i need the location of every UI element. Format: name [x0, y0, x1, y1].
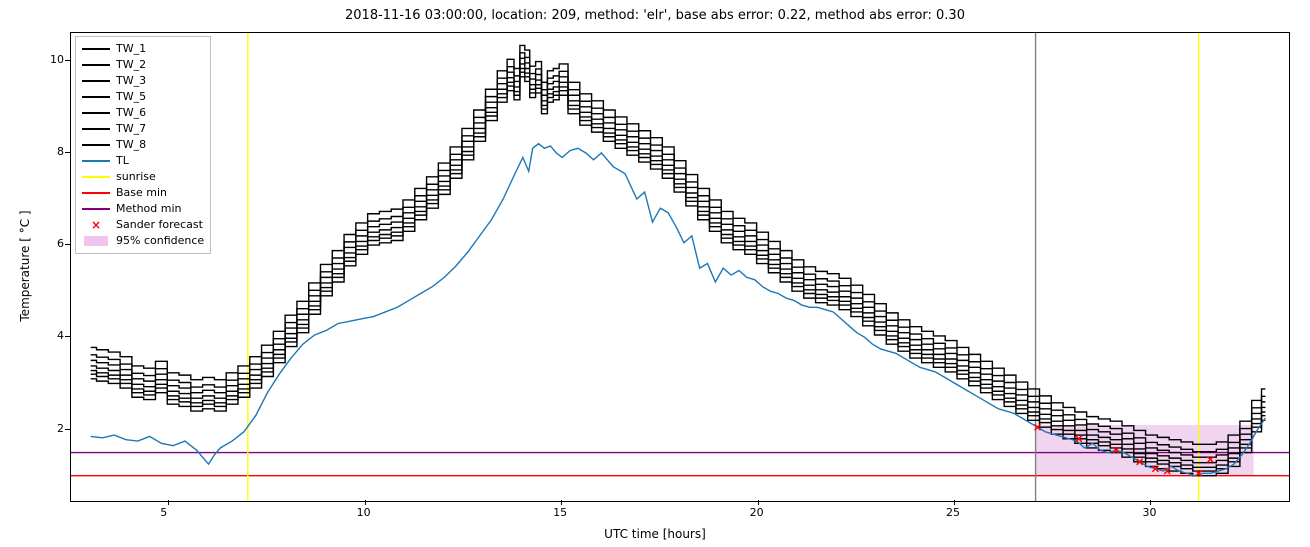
- legend-swatch: [82, 236, 110, 246]
- legend-item: × Sander forecast: [82, 217, 204, 233]
- legend-swatch: [82, 188, 110, 198]
- legend-label: TW_8: [116, 138, 146, 152]
- legend-label: TL: [116, 154, 129, 168]
- legend-item: TW_5: [82, 89, 204, 105]
- legend-swatch: [82, 44, 110, 54]
- legend-swatch: [82, 140, 110, 150]
- legend: TW_1 TW_2 TW_3 TW_5 TW_6 TW_7 TW_8 TL sunrise Bas…: [75, 36, 211, 254]
- series-TW_6: [91, 58, 1266, 457]
- legend-swatch: [82, 204, 110, 214]
- legend-label: TW_6: [116, 106, 146, 120]
- x-tick-label: 10: [357, 506, 371, 519]
- x-tick-label: 20: [750, 506, 764, 519]
- y-tick-label: 10: [42, 53, 64, 66]
- legend-label: TW_5: [116, 90, 146, 104]
- legend-label: TW_1: [116, 42, 146, 56]
- y-axis-label: Temperature [ °C ]: [18, 32, 32, 500]
- chart-title: 2018-11-16 03:00:00, location: 209, meth…: [0, 8, 1310, 23]
- series-TW_1: [91, 77, 1266, 476]
- legend-item: TW_1: [82, 41, 204, 57]
- y-tick: [65, 60, 70, 61]
- legend-swatch: [82, 92, 110, 102]
- series-TW_3: [91, 69, 1266, 468]
- y-tick-label: 2: [42, 422, 64, 435]
- legend-item: TL: [82, 153, 204, 169]
- plot-area: [70, 32, 1290, 502]
- legend-swatch: ×: [82, 220, 110, 230]
- legend-swatch: [82, 76, 110, 86]
- x-tick: [758, 500, 759, 505]
- x-tick-label: 30: [1142, 506, 1156, 519]
- x-axis-label: UTC time [hours]: [0, 527, 1310, 541]
- legend-item: TW_7: [82, 121, 204, 137]
- y-tick: [65, 244, 70, 245]
- legend-swatch: [82, 172, 110, 182]
- x-tick: [365, 500, 366, 505]
- plot-svg: [71, 33, 1289, 501]
- legend-label: TW_2: [116, 58, 146, 72]
- y-tick-label: 6: [42, 237, 64, 250]
- y-tick: [65, 336, 70, 337]
- legend-item: TW_3: [82, 73, 204, 89]
- y-tick: [65, 429, 70, 430]
- series-TW_5: [91, 64, 1266, 463]
- legend-label: 95% confidence: [116, 234, 204, 248]
- legend-label: TW_3: [116, 74, 146, 88]
- series-TW_2: [91, 72, 1266, 471]
- x-tick: [954, 500, 955, 505]
- legend-label: Sander forecast: [116, 218, 203, 232]
- x-tick: [1150, 500, 1151, 505]
- x-tick-label: 15: [553, 506, 567, 519]
- legend-item: 95% confidence: [82, 233, 204, 249]
- legend-label: Base min: [116, 186, 167, 200]
- x-tick: [168, 500, 169, 505]
- series-TW_7: [91, 53, 1266, 452]
- x-tick: [561, 500, 562, 505]
- legend-swatch: [82, 60, 110, 70]
- y-tick-label: 8: [42, 145, 64, 158]
- legend-item: TW_8: [82, 137, 204, 153]
- y-tick: [65, 152, 70, 153]
- y-tick-label: 4: [42, 329, 64, 342]
- legend-label: TW_7: [116, 122, 146, 136]
- legend-item: sunrise: [82, 169, 204, 185]
- figure: 2018-11-16 03:00:00, location: 209, meth…: [0, 0, 1310, 547]
- x-tick-label: 5: [160, 506, 167, 519]
- legend-label: Method min: [116, 202, 182, 216]
- legend-item: TW_6: [82, 105, 204, 121]
- legend-item: Base min: [82, 185, 204, 201]
- legend-swatch: [82, 124, 110, 134]
- legend-item: Method min: [82, 201, 204, 217]
- legend-swatch: [82, 108, 110, 118]
- x-tick-label: 25: [946, 506, 960, 519]
- series-TW_8: [91, 45, 1266, 444]
- legend-label: sunrise: [116, 170, 156, 184]
- legend-swatch: [82, 156, 110, 166]
- legend-item: TW_2: [82, 57, 204, 73]
